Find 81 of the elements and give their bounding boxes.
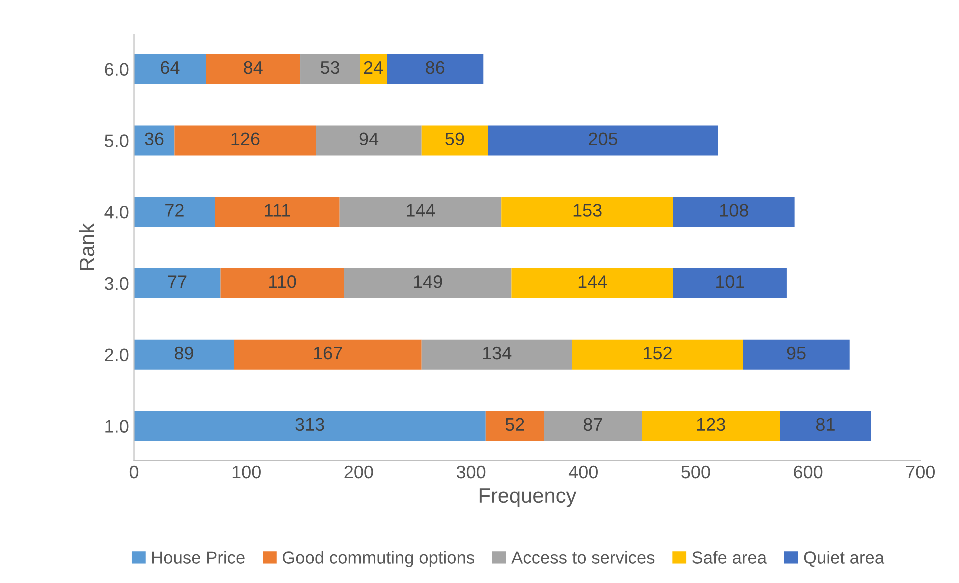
- data-label: 24: [364, 61, 384, 74]
- bar: [134, 126, 175, 156]
- data-label: 77: [168, 276, 187, 288]
- data-label: 36: [145, 132, 164, 146]
- data-label: 167: [314, 346, 342, 360]
- bar: [220, 268, 344, 298]
- bar: [134, 268, 221, 298]
- data-label: 149: [414, 276, 442, 288]
- bar: [134, 411, 486, 442]
- x-axis-title: Frequency: [480, 488, 577, 508]
- bar: [488, 126, 718, 156]
- bar: [300, 54, 360, 84]
- data-label: 144: [407, 204, 436, 217]
- bar: [344, 268, 512, 298]
- data-label: 108: [720, 204, 748, 217]
- y-tick-label: 2.0: [105, 348, 129, 362]
- y-tick-label: 4.0: [104, 206, 129, 219]
- data-label: 134: [483, 346, 512, 360]
- data-label: 144: [578, 276, 608, 288]
- y-tick-label: 6.0: [105, 63, 129, 76]
- x-tick-label: 700: [906, 466, 935, 479]
- data-label: 87: [584, 418, 602, 432]
- bar: [502, 197, 674, 228]
- legend-label: Access to services: [512, 551, 655, 564]
- x-tick-label: 400: [568, 466, 598, 479]
- data-label: 126: [232, 132, 260, 146]
- bar: [360, 54, 388, 84]
- x-tick-label: 300: [456, 466, 486, 479]
- bar: [134, 340, 234, 370]
- legend-label: House Price: [152, 551, 245, 564]
- data-label: 94: [360, 132, 379, 146]
- data-label: 152: [644, 346, 672, 360]
- bar: [673, 268, 787, 298]
- bar: [215, 197, 340, 228]
- x-tick-label: 100: [232, 466, 261, 479]
- bar: [512, 268, 674, 298]
- data-label: 123: [697, 418, 726, 432]
- data-label: 59: [446, 132, 464, 146]
- bar: [544, 411, 642, 442]
- bar: [422, 126, 488, 156]
- data-label: 205: [589, 132, 618, 146]
- bar: [780, 411, 872, 442]
- data-label: 84: [244, 61, 263, 74]
- y-tick-label: 5.0: [105, 134, 129, 148]
- y-tick-label: 1.0: [106, 420, 129, 433]
- x-tick-label: 200: [344, 466, 374, 479]
- bar: [316, 126, 422, 156]
- bar: [134, 197, 216, 228]
- bar: [743, 340, 850, 370]
- x-tick-label: 600: [794, 466, 823, 479]
- data-label: 86: [426, 61, 445, 74]
- data-label: 72: [166, 204, 184, 217]
- bar: [134, 54, 206, 84]
- data-label: 95: [787, 346, 806, 360]
- bar: [387, 54, 484, 84]
- data-label: 153: [574, 204, 602, 217]
- x-tick-label: 500: [682, 466, 710, 479]
- data-label: 101: [716, 276, 744, 288]
- bar: [234, 340, 422, 370]
- bar: [174, 126, 316, 156]
- data-label: 64: [161, 61, 180, 74]
- bar: [340, 197, 502, 228]
- bar: [673, 197, 795, 228]
- data-label: 110: [270, 276, 296, 288]
- data-label: 89: [174, 346, 194, 360]
- legend-label: Quiet area: [804, 551, 885, 568]
- bar: [486, 411, 544, 442]
- legend-label: Good commuting options: [282, 551, 474, 568]
- data-label: 111: [265, 204, 290, 217]
- data-label: 81: [816, 418, 835, 432]
- data-label: 313: [296, 418, 324, 432]
- bar: [422, 340, 572, 370]
- y-axis-title: Rank: [79, 223, 95, 270]
- data-label: 53: [320, 61, 340, 74]
- x-tick-label: 0: [130, 466, 139, 479]
- bar: [642, 411, 780, 442]
- legend-label: Safe area: [692, 551, 768, 564]
- y-tick-label: 3.0: [104, 277, 129, 290]
- bar: [206, 54, 301, 84]
- bar: [572, 340, 744, 370]
- data-label: 52: [506, 418, 524, 432]
